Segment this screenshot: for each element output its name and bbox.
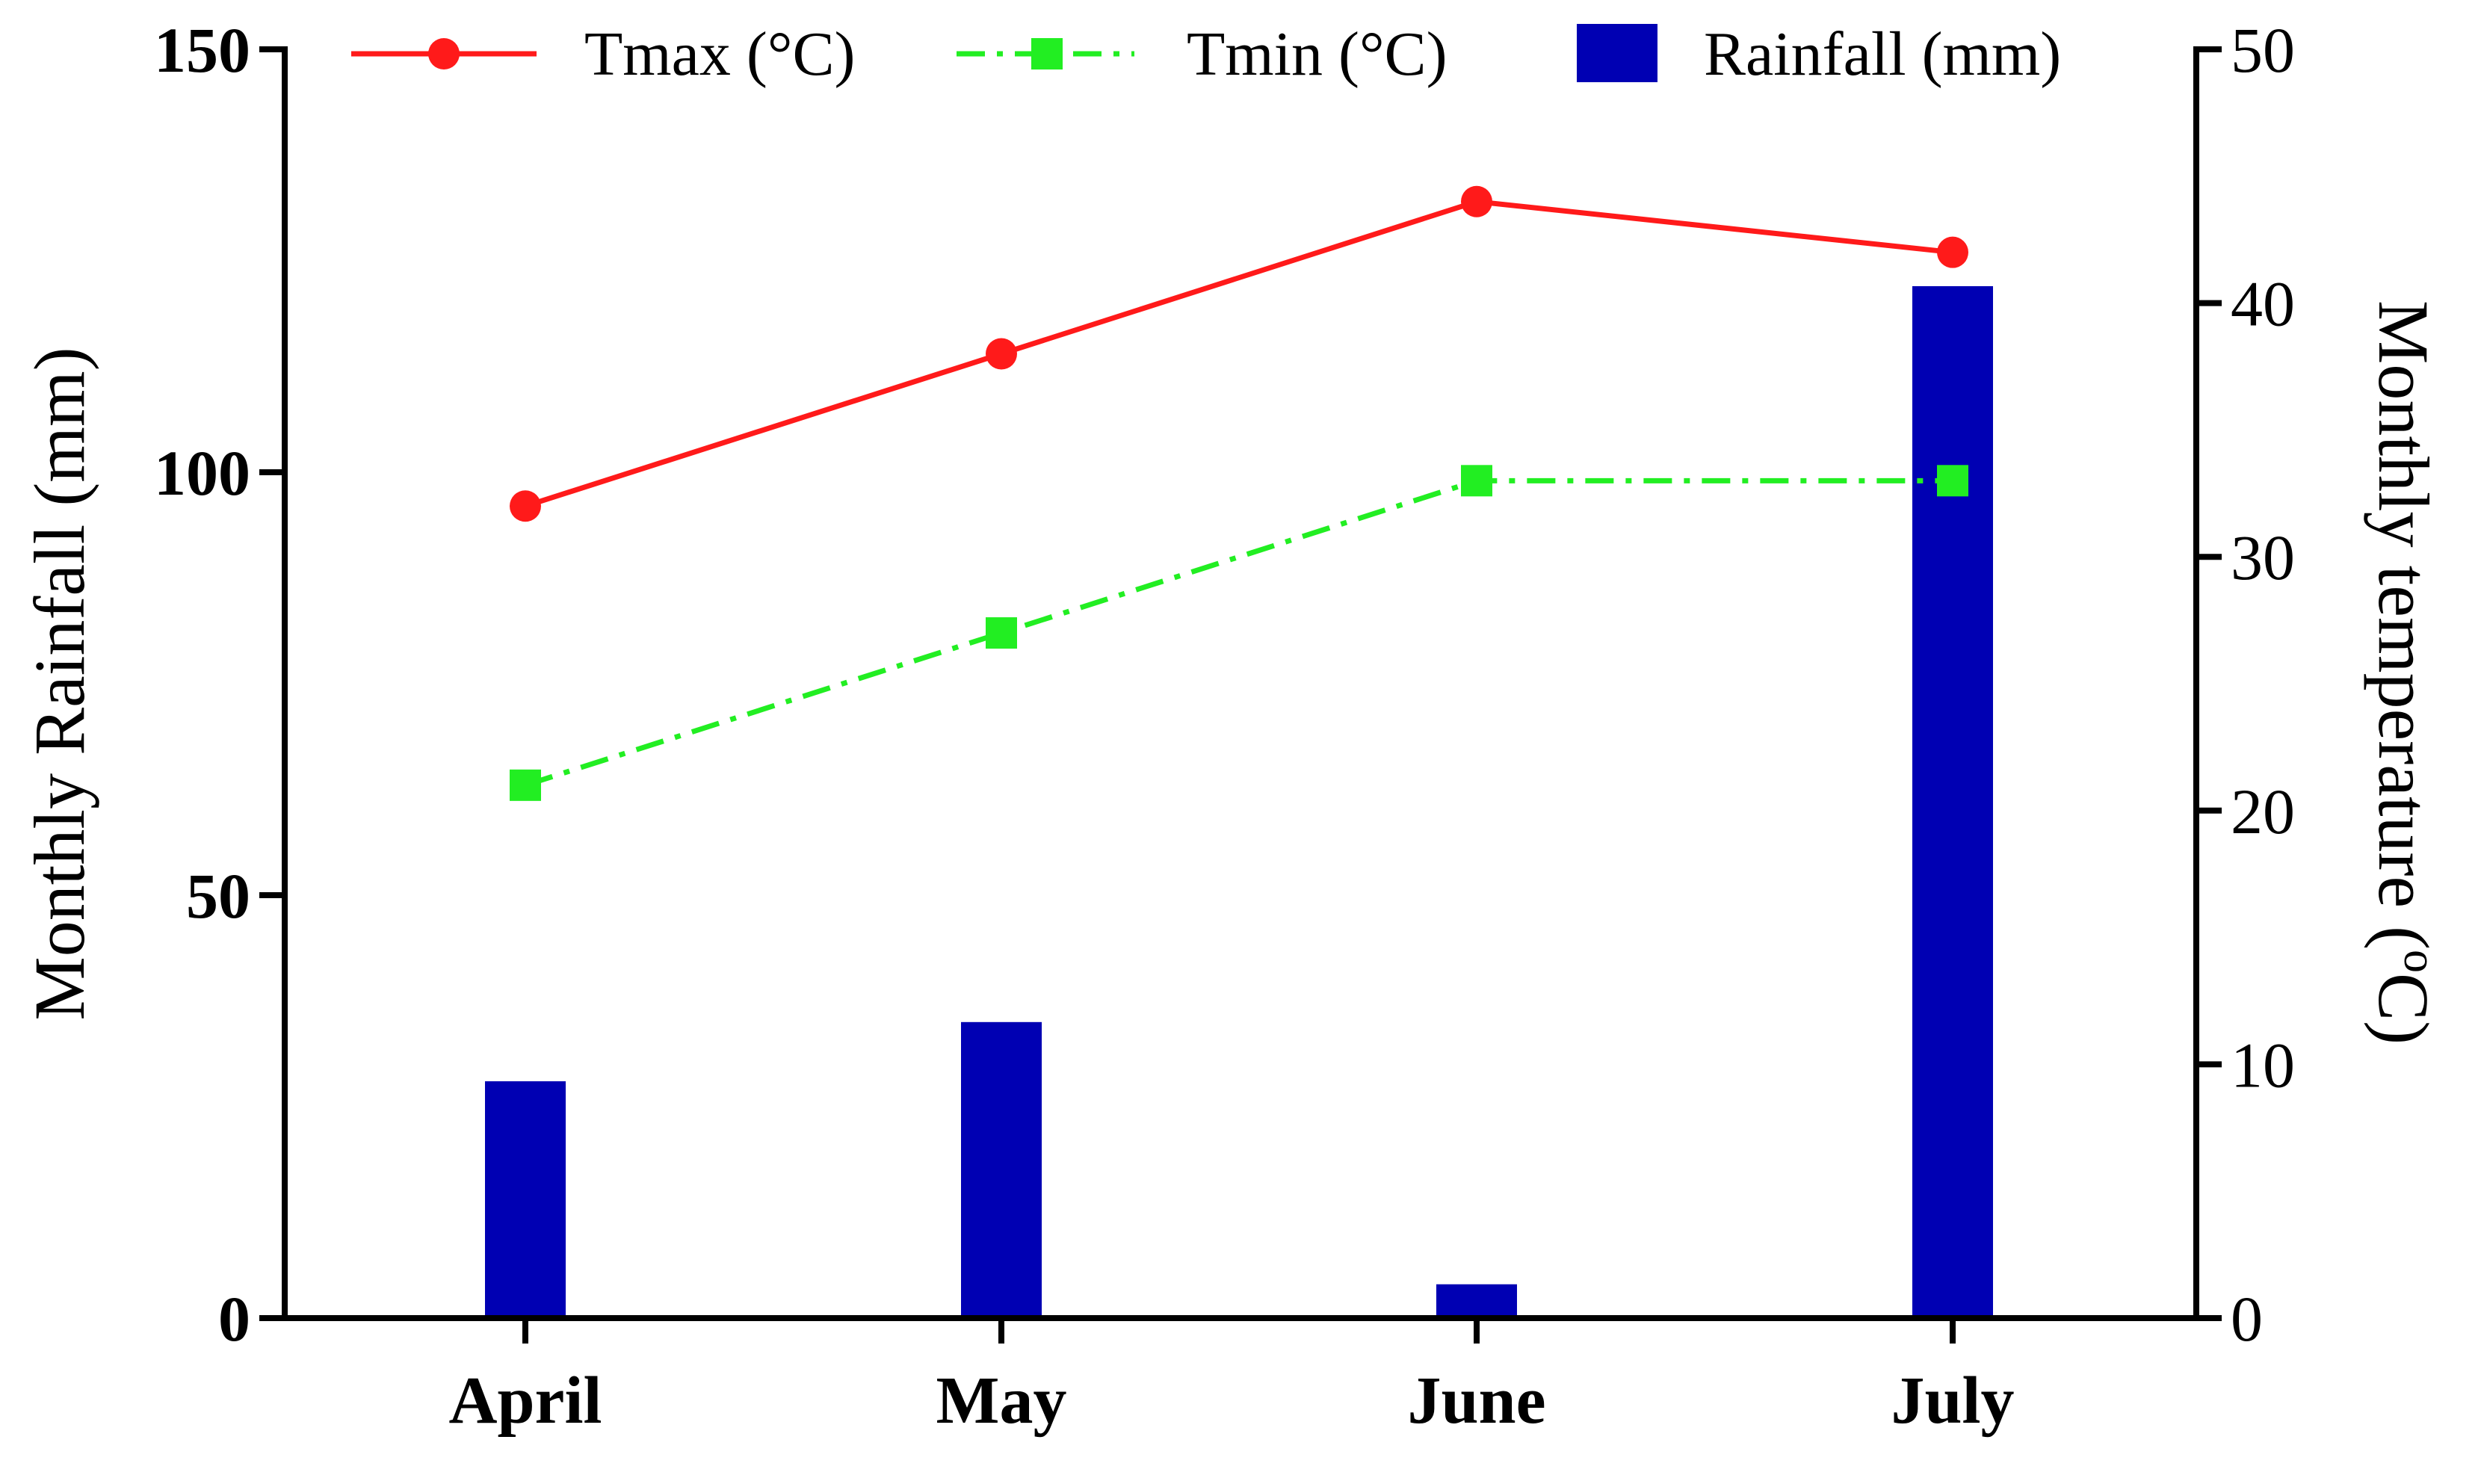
- right-axis-title: Monthly temperature (oC): [2364, 300, 2445, 1045]
- rainfall-bars: [485, 285, 1993, 1319]
- left-axis-ticks: 0 50 100 150: [154, 14, 285, 1355]
- right-tick-label: 50: [2231, 14, 2295, 86]
- x-tick-label-april: April: [448, 1364, 602, 1438]
- x-tick-label-july: July: [1891, 1364, 2014, 1438]
- tmin-point-july: [1937, 465, 1968, 497]
- right-tick-label: 10: [2231, 1029, 2295, 1101]
- rainfall-bar-june: [1436, 1284, 1517, 1318]
- temperature-lines: [510, 185, 1968, 801]
- left-tick-label: 150: [154, 14, 250, 86]
- right-axis-title-end: C): [2364, 973, 2444, 1045]
- tmax-point-june: [1461, 185, 1492, 217]
- tmax-point-april: [510, 490, 541, 522]
- right-axis-ticks: 0 10 20 30 40 50: [2196, 14, 2295, 1355]
- x-axis-ticks: April May June July: [448, 1318, 2015, 1438]
- legend-tmax-marker: [428, 38, 460, 69]
- rainfall-bar-april: [485, 1081, 566, 1318]
- tmax-line: [524, 199, 1953, 509]
- left-tick-label: 100: [154, 437, 250, 509]
- left-tick-label: 0: [218, 1283, 250, 1355]
- legend: Tmax (°C) Tmin (°C) Rainfall (mm): [351, 19, 2061, 89]
- rainfall-bar-may: [961, 1021, 1042, 1318]
- rainfall-bar-july: [1912, 285, 1993, 1319]
- left-tick-label: 50: [186, 860, 250, 932]
- tmin-point-april: [510, 769, 541, 801]
- legend-tmin-label: Tmin (°C): [1187, 19, 1447, 89]
- legend-item-rainfall: Rainfall (mm): [1577, 19, 2061, 89]
- right-tick-label: 20: [2231, 776, 2295, 847]
- right-tick-label: 40: [2231, 268, 2295, 340]
- x-tick-label-may: May: [936, 1364, 1067, 1438]
- legend-tmin-marker: [1031, 38, 1063, 69]
- right-axis-title-sup: o: [2394, 950, 2445, 973]
- legend-item-tmax: Tmax (°C): [351, 19, 856, 89]
- left-axis-title: Monthly Rainfall (mm): [19, 347, 99, 1020]
- legend-tmax-label: Tmax (°C): [584, 19, 856, 89]
- tmin-point-may: [986, 617, 1017, 649]
- tmin-line: [524, 477, 1953, 788]
- right-axis-title-main: Monthly temperature (: [2364, 300, 2444, 950]
- x-tick-label-june: June: [1407, 1364, 1545, 1438]
- legend-item-tmin: Tmin (°C): [957, 19, 1447, 89]
- tmax-point-july: [1937, 236, 1968, 268]
- legend-rainfall-label: Rainfall (mm): [1704, 19, 2061, 89]
- tmin-point-june: [1461, 465, 1492, 497]
- right-tick-label: 0: [2231, 1283, 2263, 1355]
- legend-rainfall-swatch: [1577, 24, 1657, 82]
- tmax-point-may: [986, 338, 1017, 370]
- right-tick-label: 30: [2231, 522, 2295, 593]
